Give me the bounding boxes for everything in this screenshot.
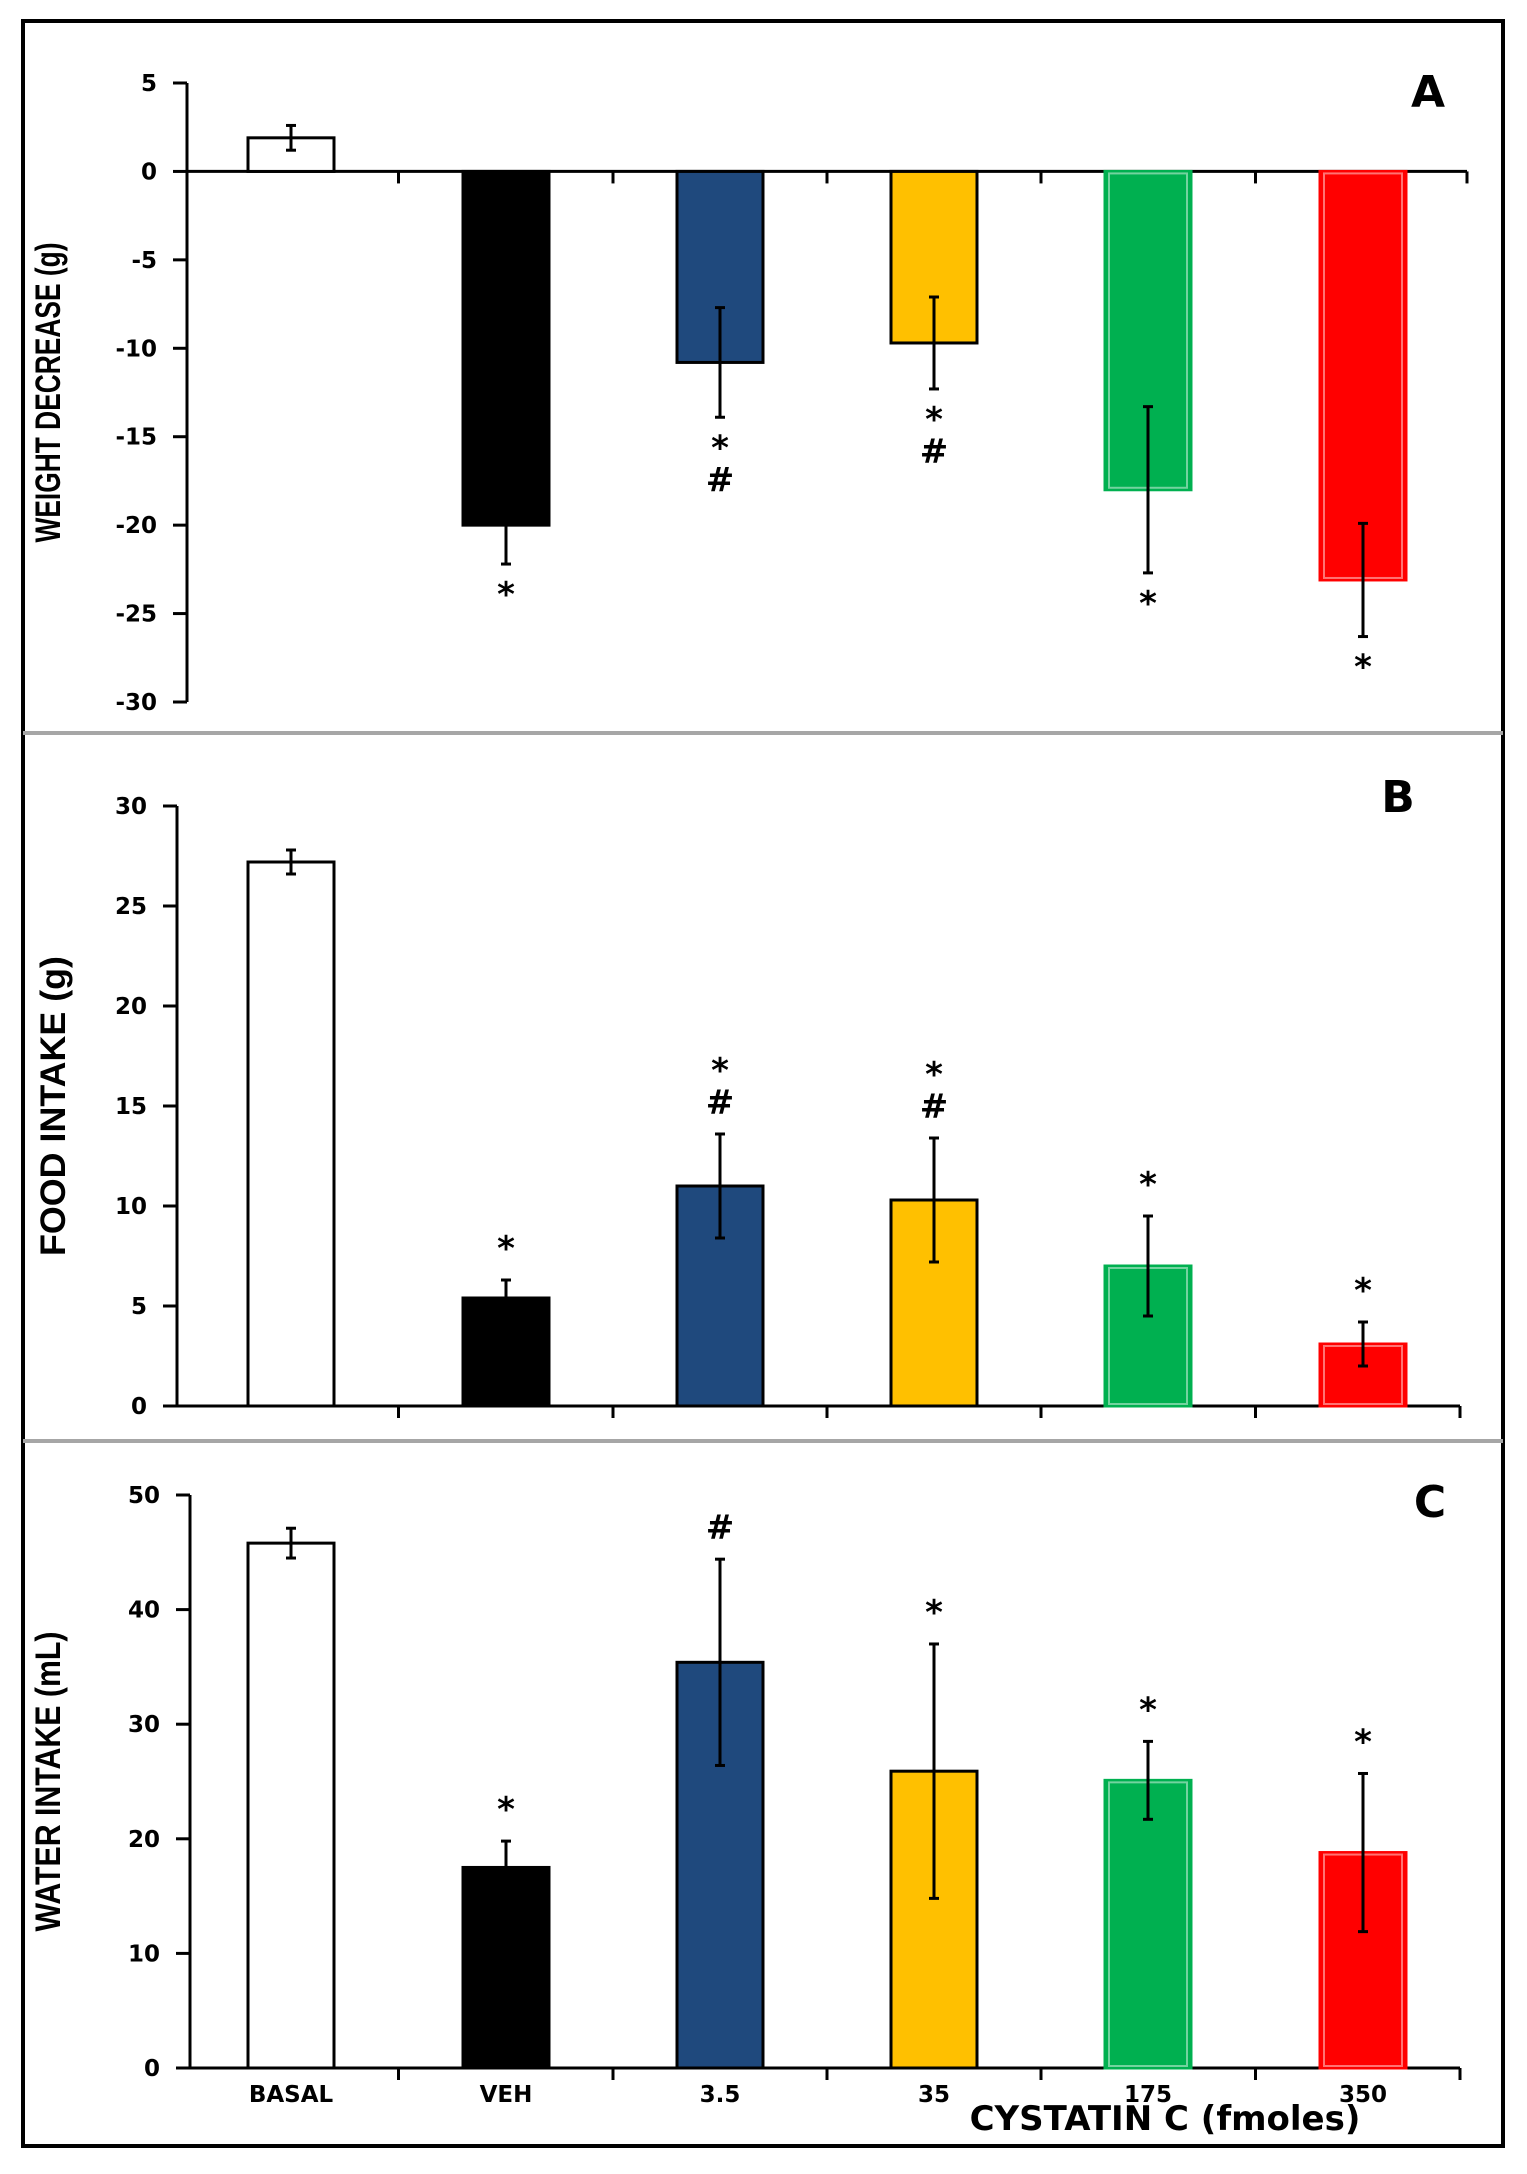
y-tick-label: 40 (128, 1598, 160, 1624)
y-tick-label: 20 (115, 994, 147, 1020)
category-label: 3.5 (700, 2082, 741, 2108)
significance-mark: * (925, 400, 943, 440)
y-axis-label: WATER INTAKE (mL) (29, 1632, 68, 1932)
significance-mark: * (1354, 648, 1372, 688)
panel-label: C (1414, 1477, 1446, 1528)
figure-frame (21, 19, 1505, 2148)
significance-mark: * (497, 1229, 515, 1269)
y-tick-label: -25 (115, 602, 157, 628)
bar-veh (461, 1865, 551, 2070)
category-label: 175 (1124, 2082, 1172, 2108)
x-axis-title: CYSTATIN C (fmoles) (970, 2099, 1361, 2139)
significance-mark: * (925, 1055, 943, 1095)
y-axis-label: WEIGHT DECREASE (g) (29, 243, 68, 543)
y-tick-label: 50 (128, 1483, 160, 1509)
category-label: 350 (1339, 2082, 1387, 2108)
y-tick-label: -20 (115, 513, 157, 539)
y-tick-label: 30 (128, 1712, 160, 1738)
significance-mark: * (497, 575, 515, 615)
panel-c-water-intake: 50 40 30 20 10 0 WATER INTAKE (mL) C BASAL * VEH #3… (29, 1477, 1462, 2108)
significance-mark: # (706, 460, 735, 500)
significance-mark: # (706, 1083, 735, 1123)
y-tick-label: 10 (115, 1194, 147, 1220)
panel-label: A (1411, 67, 1445, 118)
category-label: BASAL (249, 2082, 334, 2108)
significance-mark: * (1354, 1271, 1372, 1311)
bar-basal (246, 1541, 336, 2070)
significance-mark: # (706, 1508, 735, 1548)
significance-mark: * (1354, 1722, 1372, 1762)
significance-mark: # (920, 1087, 949, 1127)
y-axis-label: FOOD INTAKE (g) (34, 956, 73, 1256)
panel-a-weight-decrease: 5 0 -5 -10 -15 -20 -25 -30 WEIGHT DECREASE (g) A *… (29, 67, 1469, 716)
y-tick-label: 20 (128, 1827, 160, 1853)
y-tick-label: 5 (131, 1294, 147, 1320)
significance-mark: * (1139, 1165, 1157, 1205)
significance-mark: * (711, 428, 729, 468)
significance-mark: * (1139, 1690, 1157, 1730)
bar-175 (1103, 1778, 1193, 2070)
y-tick-label: 5 (141, 71, 157, 97)
significance-mark: * (497, 1790, 515, 1830)
bar-veh (461, 169, 551, 527)
panel-label: B (1381, 772, 1415, 823)
y-tick-label: -30 (115, 690, 157, 716)
category-label: 35 (918, 2082, 950, 2108)
y-tick-label: 0 (144, 2056, 160, 2082)
significance-mark: * (925, 1593, 943, 1633)
y-tick-label: -5 (131, 248, 157, 274)
y-tick-label: -10 (115, 336, 157, 362)
y-tick-label: 30 (115, 794, 147, 820)
y-tick-label: 15 (115, 1094, 147, 1120)
category-label: VEH (480, 2082, 533, 2108)
y-tick-label: 0 (131, 1394, 147, 1420)
significance-mark: # (920, 432, 949, 472)
y-tick-label: 10 (128, 1941, 160, 1967)
significance-mark: * (711, 1051, 729, 1091)
y-tick-label: 25 (115, 894, 147, 920)
y-tick-label: -15 (115, 425, 157, 451)
bar-basal (246, 860, 336, 1408)
significance-mark: * (1139, 584, 1157, 624)
bar-350 (1318, 169, 1408, 582)
y-tick-label: 0 (141, 159, 157, 185)
